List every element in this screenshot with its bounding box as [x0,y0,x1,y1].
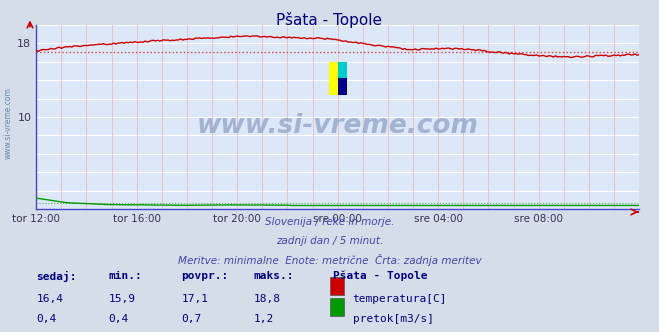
Text: 1,2: 1,2 [254,314,274,324]
Text: pretok[m3/s]: pretok[m3/s] [353,314,434,324]
Text: min.:: min.: [109,271,142,281]
Text: maks.:: maks.: [254,271,294,281]
Text: www.si-vreme.com: www.si-vreme.com [3,87,13,159]
Text: 0,7: 0,7 [181,314,202,324]
Text: Pšata - Topole: Pšata - Topole [333,271,427,281]
Text: povpr.:: povpr.: [181,271,229,281]
Text: 17,1: 17,1 [181,294,208,304]
Text: Pšata - Topole: Pšata - Topole [277,12,382,28]
Bar [338,62,347,78]
Text: Slovenija / reke in morje.: Slovenija / reke in morje. [265,217,394,227]
Text: zadnji dan / 5 minut.: zadnji dan / 5 minut. [276,236,383,246]
Bar [329,62,338,95]
Text: www.si-vreme.com: www.si-vreme.com [197,113,478,139]
Text: Meritve: minimalne  Enote: metrične  Črta: zadnja meritev: Meritve: minimalne Enote: metrične Črta:… [178,254,481,266]
Text: sedaj:: sedaj: [36,271,76,282]
Text: 0,4: 0,4 [109,314,129,324]
Text: 18,8: 18,8 [254,294,281,304]
Text: 0,4: 0,4 [36,314,57,324]
Text: 15,9: 15,9 [109,294,136,304]
Text: temperatura[C]: temperatura[C] [353,294,447,304]
Bar [338,78,347,95]
Text: 16,4: 16,4 [36,294,63,304]
